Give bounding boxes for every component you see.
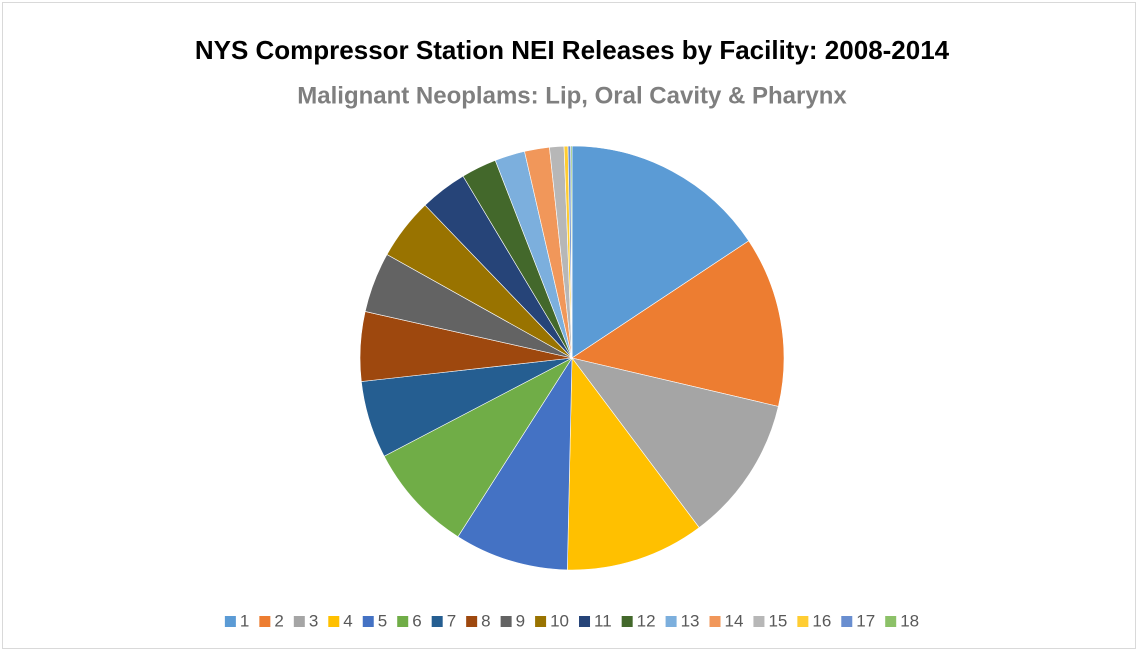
legend-swatch xyxy=(431,616,443,627)
legend-swatch xyxy=(259,616,271,627)
legend-swatch xyxy=(466,616,478,627)
legend-swatch xyxy=(535,616,547,627)
legend-label: 3 xyxy=(309,611,318,630)
legend-swatch xyxy=(621,616,633,627)
legend-label: 2 xyxy=(274,611,283,630)
pie-slice xyxy=(570,145,573,359)
legend-label: 17 xyxy=(856,611,875,630)
pie-slice xyxy=(571,145,750,359)
legend-label: 13 xyxy=(681,611,700,630)
legend-label: 9 xyxy=(516,611,525,630)
legend-label: 4 xyxy=(343,611,352,630)
legend-swatch xyxy=(709,616,721,627)
legend-label: 1 xyxy=(240,611,249,630)
chart-title: NYS Compressor Station NEI Releases by F… xyxy=(195,35,950,65)
legend-label: 18 xyxy=(900,611,919,630)
legend-swatch xyxy=(224,616,236,627)
pie-slice xyxy=(571,240,785,407)
legend-swatch xyxy=(797,616,809,627)
legend-swatch xyxy=(500,616,512,627)
chart-subtitle: Malignant Neoplams: Lip, Oral Cavity & P… xyxy=(297,82,847,109)
legend-label: 5 xyxy=(378,611,387,630)
legend-label: 10 xyxy=(550,611,569,630)
pie-slice xyxy=(383,357,573,538)
legend-label: 12 xyxy=(637,611,656,630)
legend-swatch xyxy=(328,616,340,627)
legend-swatch xyxy=(665,616,677,627)
legend-label: 11 xyxy=(594,611,612,630)
legend-swatch xyxy=(397,616,409,627)
legend-swatch xyxy=(885,616,897,627)
pie-slice xyxy=(457,356,573,571)
legend-label: 7 xyxy=(447,611,456,630)
legend-swatch xyxy=(841,616,853,627)
legend-label: 15 xyxy=(768,611,787,630)
legend-swatch xyxy=(753,616,765,627)
legend-label: 16 xyxy=(812,611,831,630)
pie-slice xyxy=(571,357,779,529)
legend-label: 6 xyxy=(412,611,421,630)
legend-label: 14 xyxy=(725,611,744,630)
legend-label: 8 xyxy=(481,611,490,630)
pie-slice xyxy=(567,357,700,571)
legend-swatch xyxy=(579,616,591,627)
pie xyxy=(359,145,785,571)
legend-swatch xyxy=(362,616,374,627)
legend: 1 2 3 4 5 6 7 8 9 10 11 12 13 14 15 16 17 18 xyxy=(224,611,919,630)
legend-swatch xyxy=(293,616,305,627)
